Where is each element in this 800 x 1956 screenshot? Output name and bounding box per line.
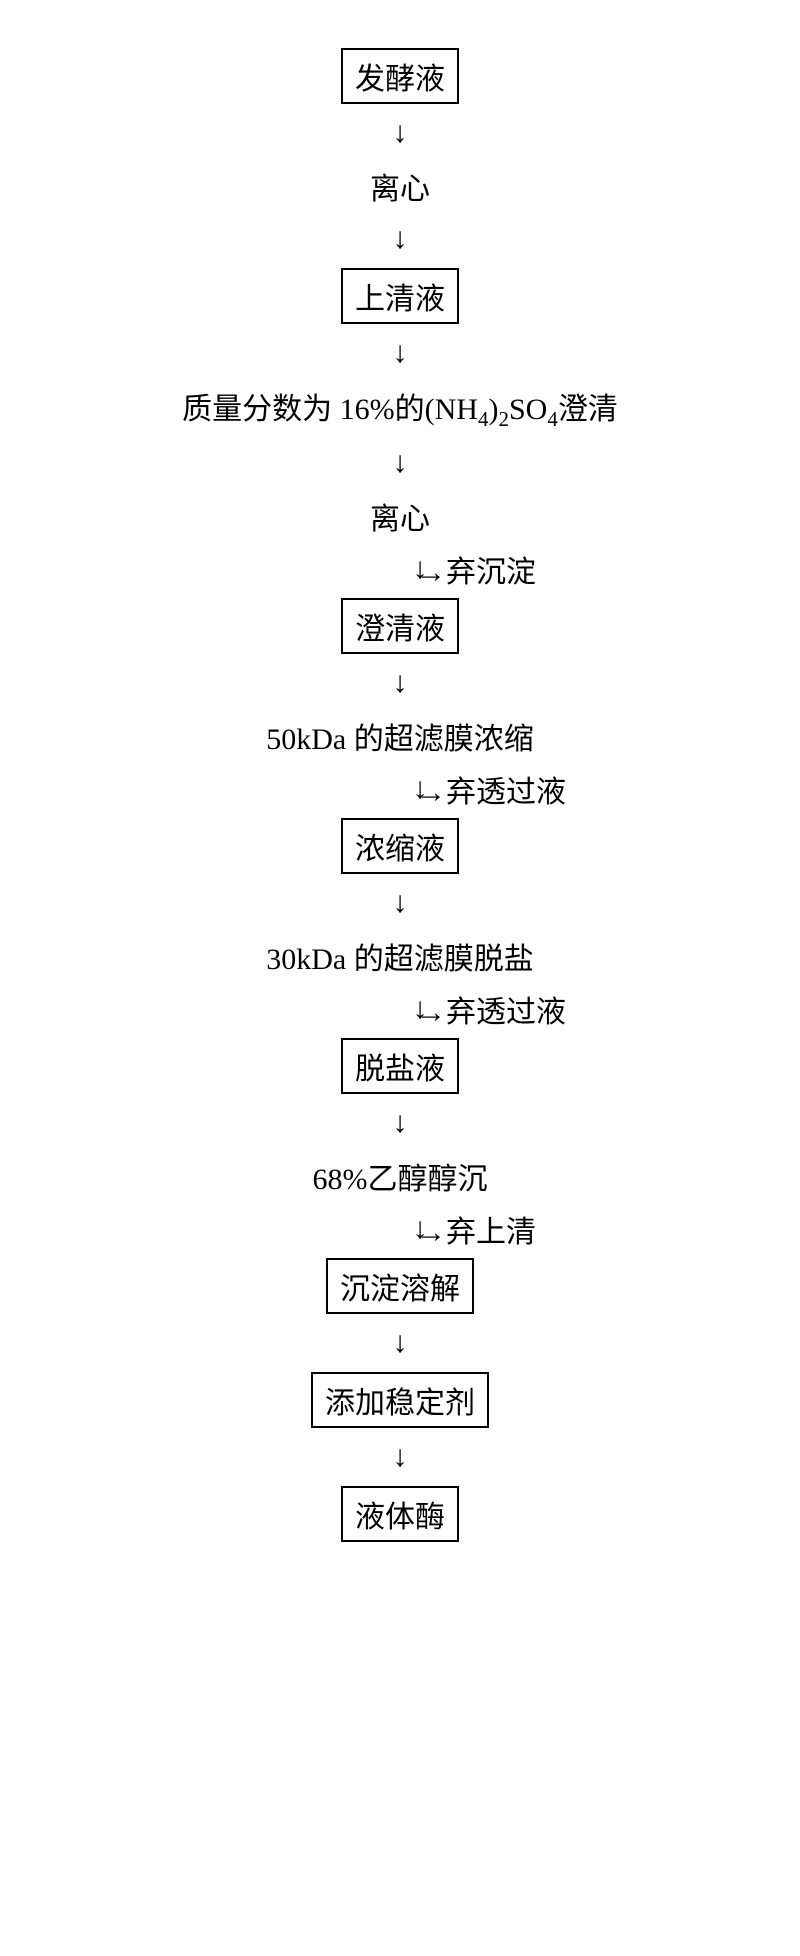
node-centrifuge-1: 离心: [364, 162, 436, 210]
node-label: 液体酶: [341, 1486, 459, 1542]
arrow-branch-discard-supernatant: ↓ →弃上清: [373, 1212, 428, 1246]
arrow: ↓: [393, 1440, 408, 1474]
node-label: 添加稳定剂: [311, 1372, 489, 1428]
arrow: ↓: [393, 336, 408, 370]
node-concentrate: 浓缩液: [341, 818, 459, 874]
node-supernatant: 上清液: [341, 268, 459, 324]
node-liquid-enzyme: 液体酶: [341, 1486, 459, 1542]
node-add-stabilizer: 添加稳定剂: [311, 1372, 489, 1428]
node-clarified-liquid: 澄清液: [341, 598, 459, 654]
arrow: ↓: [393, 222, 408, 256]
node-label: 沉淀溶解: [326, 1258, 474, 1314]
arrow: ↓: [393, 1326, 408, 1360]
arrow: ↓: [393, 1106, 408, 1140]
node-ethanol-precipitation: 68%乙醇醇沉: [307, 1152, 494, 1200]
node-desalted-liquid: 脱盐液: [341, 1038, 459, 1094]
node-label: 上清液: [341, 268, 459, 324]
arrow-branch-discard-precipitate: ↓ →弃沉淀: [373, 552, 428, 586]
arrow: ↓: [393, 886, 408, 920]
branch-label: →弃沉淀: [416, 547, 536, 591]
arrow-branch-discard-permeate-1: ↓ →弃透过液: [373, 772, 428, 806]
node-fermentation-broth: 发酵液: [341, 48, 459, 104]
node-label: 30kDa 的超滤膜脱盐: [260, 932, 539, 980]
branch-label: →弃上清: [416, 1207, 536, 1251]
node-30kda-desalting: 30kDa 的超滤膜脱盐: [260, 932, 539, 980]
arrow: ↓: [393, 116, 408, 150]
arrow: ↓: [393, 446, 408, 480]
node-centrifuge-2: 离心: [364, 492, 436, 540]
node-precipitate-dissolve: 沉淀溶解: [326, 1258, 474, 1314]
node-label: 浓缩液: [341, 818, 459, 874]
node-label: 68%乙醇醇沉: [307, 1152, 494, 1200]
branch-label: →弃透过液: [416, 767, 566, 811]
node-label: 质量分数为 16%的(NH4)2SO4澄清: [176, 382, 624, 434]
arrow: ↓: [393, 666, 408, 700]
node-label: 发酵液: [341, 48, 459, 104]
node-label: 澄清液: [341, 598, 459, 654]
node-label: 脱盐液: [341, 1038, 459, 1094]
node-label: 离心: [364, 162, 436, 210]
node-label: 50kDa 的超滤膜浓缩: [260, 712, 539, 760]
node-label: 离心: [364, 492, 436, 540]
branch-label: →弃透过液: [416, 987, 566, 1031]
arrow-branch-discard-permeate-2: ↓ →弃透过液: [373, 992, 428, 1026]
node-ammonium-sulfate-clarify: 质量分数为 16%的(NH4)2SO4澄清: [176, 382, 624, 434]
node-50kda-ultrafiltration: 50kDa 的超滤膜浓缩: [260, 712, 539, 760]
